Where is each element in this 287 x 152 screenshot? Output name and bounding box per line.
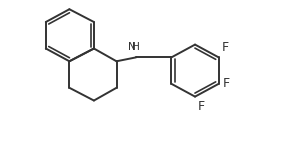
Text: F: F xyxy=(222,77,230,90)
Text: N: N xyxy=(128,42,136,52)
Text: F: F xyxy=(198,100,205,113)
Text: H: H xyxy=(132,42,140,52)
Text: F: F xyxy=(222,41,229,54)
